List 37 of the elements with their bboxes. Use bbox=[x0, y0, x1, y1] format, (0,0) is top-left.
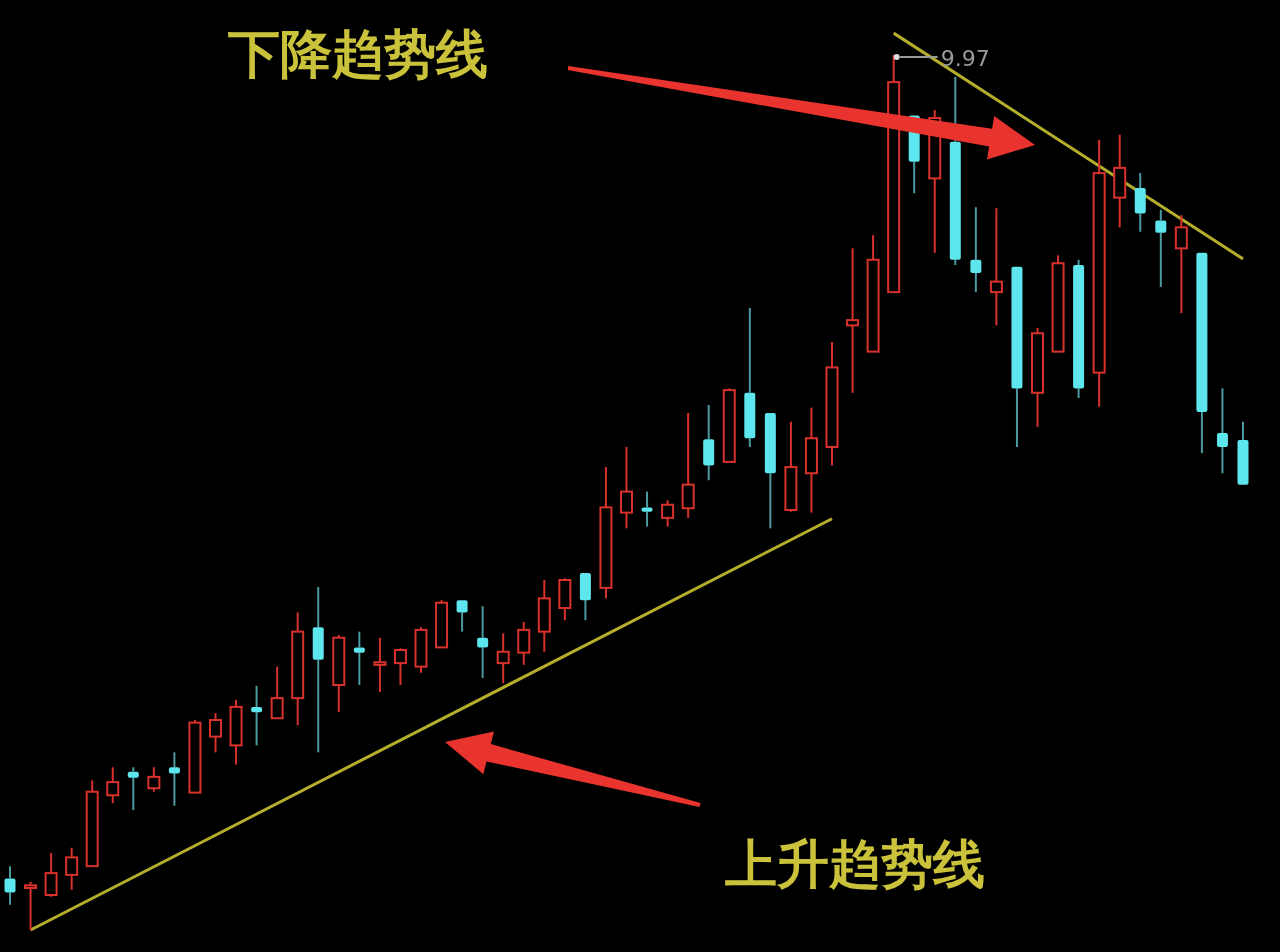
candlestick bbox=[251, 684, 263, 747]
candlestick bbox=[373, 636, 387, 693]
candlestick bbox=[168, 751, 180, 807]
candlestick bbox=[825, 341, 839, 467]
annotation: 9.97 bbox=[940, 46, 990, 71]
candlestick bbox=[127, 766, 139, 812]
candlestick bbox=[970, 206, 982, 294]
candlestick bbox=[312, 586, 324, 754]
candlestick bbox=[1073, 258, 1085, 399]
candlestick bbox=[291, 611, 305, 727]
candlestick bbox=[1113, 133, 1127, 229]
candlestick bbox=[496, 632, 510, 685]
candlestick bbox=[537, 579, 551, 653]
candlestick bbox=[85, 779, 99, 868]
candlestick bbox=[1134, 172, 1146, 233]
candlestick bbox=[989, 207, 1003, 327]
candlestick bbox=[270, 665, 284, 720]
candlestick bbox=[1196, 252, 1208, 455]
candlestick bbox=[1216, 387, 1228, 475]
candlestick bbox=[1155, 208, 1167, 288]
annotation: 下降趋势线 bbox=[228, 24, 488, 84]
candlestick bbox=[1011, 266, 1023, 448]
candlestick bbox=[1237, 420, 1249, 485]
candlestick bbox=[764, 412, 776, 530]
candlestick bbox=[4, 865, 16, 906]
candlestick bbox=[887, 54, 901, 294]
candlestick bbox=[703, 404, 715, 482]
annotation: 上升趋势线 bbox=[725, 834, 985, 894]
candlestick bbox=[641, 490, 653, 528]
candlestick bbox=[681, 411, 695, 519]
candlestick bbox=[353, 630, 365, 686]
candlestick bbox=[866, 234, 880, 353]
candlestick bbox=[477, 605, 489, 679]
candlestick bbox=[804, 406, 818, 514]
candlestick bbox=[744, 306, 756, 448]
candlestick bbox=[1092, 138, 1106, 408]
candlestick bbox=[846, 247, 860, 394]
